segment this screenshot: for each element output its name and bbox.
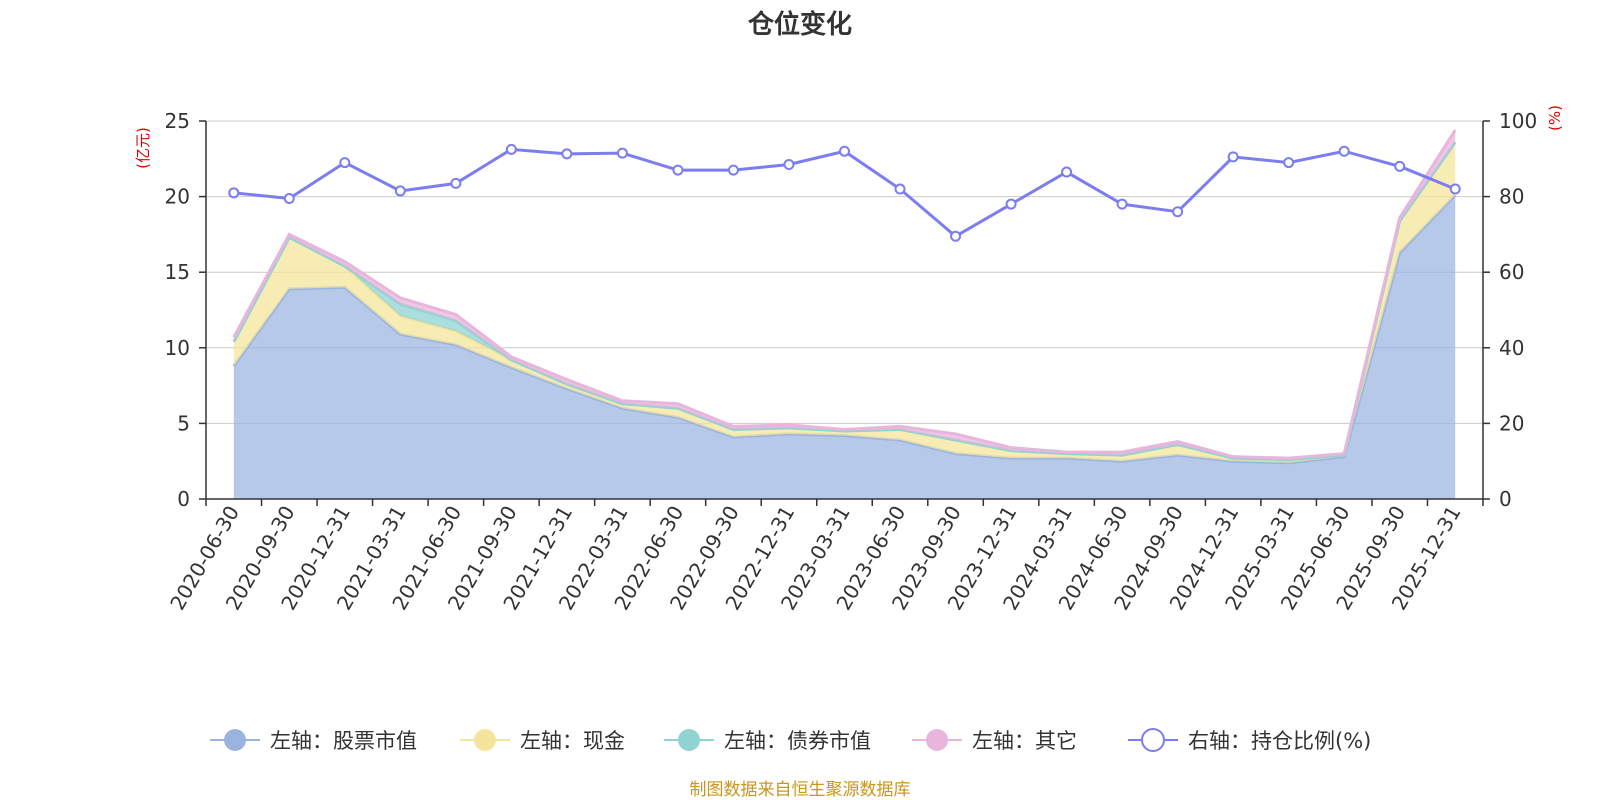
- ratio-point: [505, 143, 517, 155]
- ratio-point: [1005, 198, 1017, 210]
- ratio-point: [1283, 157, 1295, 169]
- legend-marker: [926, 729, 948, 751]
- right-tick-label: 60: [1499, 260, 1524, 284]
- stacked-areas: [232, 129, 1457, 499]
- ratio-line-path: [233, 147, 1456, 239]
- ratio-point: [1449, 183, 1461, 195]
- legend-marker: [678, 729, 700, 751]
- left-tick-label: 20: [165, 185, 190, 209]
- ratio-point: [1227, 151, 1239, 163]
- ratio-point: [1338, 145, 1350, 157]
- area-0: [233, 195, 1456, 499]
- left-tick-label: 10: [165, 336, 190, 360]
- ratio-point: [394, 185, 406, 197]
- legend-marker: [1141, 728, 1165, 752]
- ratio-point: [228, 187, 240, 199]
- right-tick-label: 20: [1499, 411, 1524, 435]
- left-tick-label: 0: [177, 487, 190, 511]
- ratio-line: [228, 143, 1461, 242]
- ratio-point: [339, 157, 351, 169]
- area-edge-3: [232, 129, 1457, 460]
- ratio-point: [283, 192, 295, 204]
- ratio-point: [450, 177, 462, 189]
- left-tick-label: 5: [177, 411, 190, 435]
- ratio-point: [561, 148, 573, 160]
- left-axis-unit: (亿元): [134, 127, 152, 169]
- right-tick-label: 40: [1499, 336, 1524, 360]
- left-tick-label: 25: [165, 109, 190, 133]
- ratio-point: [1061, 166, 1073, 178]
- chart-title: 仓位变化: [747, 9, 852, 40]
- ratio-point: [950, 230, 962, 242]
- ratio-point: [727, 164, 739, 176]
- left-tick-label: 15: [165, 260, 190, 284]
- ratio-point: [672, 164, 684, 176]
- legend-label: 右轴：持仓比例(%): [1188, 729, 1371, 753]
- ratio-point: [839, 145, 850, 157]
- legend-marker: [224, 729, 246, 751]
- ratio-point: [616, 147, 628, 159]
- right-axis-unit: (%): [1546, 105, 1564, 131]
- right-tick-label: 80: [1499, 185, 1524, 209]
- right-tick-label: 100: [1499, 109, 1537, 133]
- legend: 左轴：股票市值 左轴：现金 左轴：债券市值 左轴：其它 右轴：持仓比例(%): [210, 728, 1371, 753]
- legend-label: 左轴：债券市值: [724, 729, 871, 753]
- ratio-point: [1172, 206, 1184, 218]
- source-note: 制图数据来自恒生聚源数据库: [690, 780, 911, 800]
- right-tick-label: 0: [1499, 487, 1512, 511]
- legend-label: 左轴：其它: [972, 729, 1077, 753]
- ratio-point: [1394, 160, 1406, 172]
- legend-label: 左轴：股票市值: [270, 729, 417, 753]
- ratio-point: [783, 158, 795, 170]
- ratio-point: [1116, 198, 1128, 210]
- legend-marker: [474, 729, 496, 751]
- ratio-point: [894, 183, 906, 195]
- legend-label: 左轴：现金: [520, 729, 625, 753]
